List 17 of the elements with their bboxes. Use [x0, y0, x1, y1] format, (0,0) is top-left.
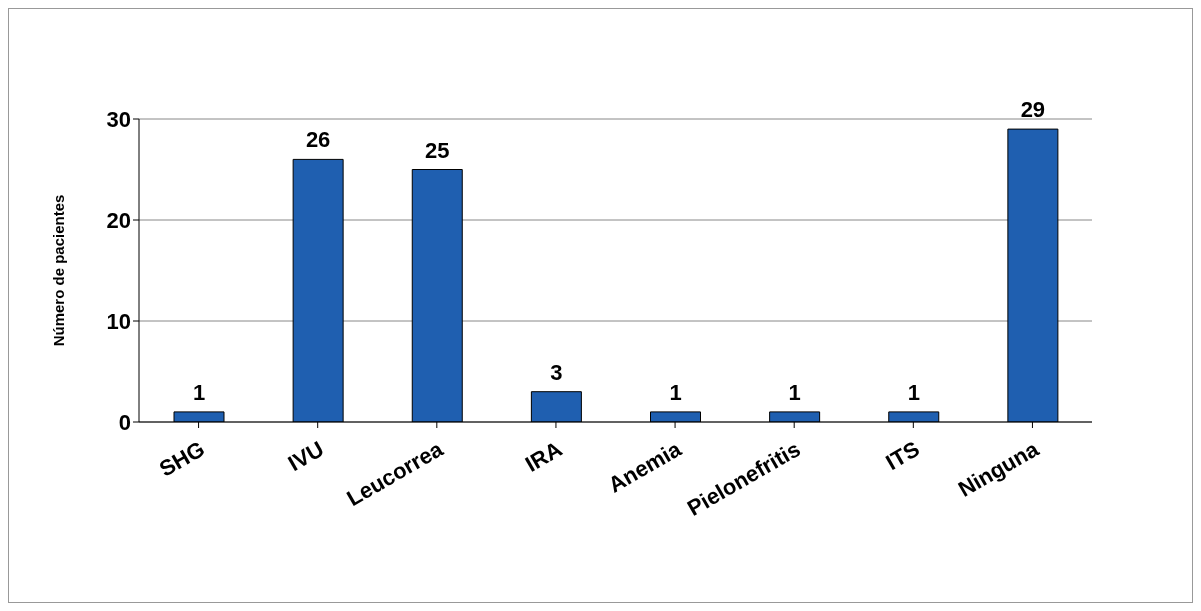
x-tick-label: ITS — [881, 436, 924, 475]
data-label: 1 — [907, 379, 920, 405]
y-tick-label: 20 — [106, 207, 131, 233]
data-label: 1 — [192, 379, 206, 405]
y-tick-label: 0 — [118, 409, 131, 435]
y-axis-title: Número de pacientes — [50, 194, 68, 347]
data-label: 26 — [305, 127, 331, 153]
y-tick-label: 10 — [106, 308, 131, 334]
x-tick-label: IRA — [520, 436, 567, 477]
data-label: 3 — [550, 359, 563, 385]
x-tick-label: IVU — [283, 436, 328, 477]
data-label: 25 — [425, 137, 450, 163]
data-label: 29 — [1020, 97, 1046, 123]
data-label: 1 — [669, 379, 682, 405]
x-tick-label: SHG — [155, 436, 209, 482]
data-label: 1 — [788, 379, 801, 405]
y-tick-label: 30 — [106, 106, 131, 132]
